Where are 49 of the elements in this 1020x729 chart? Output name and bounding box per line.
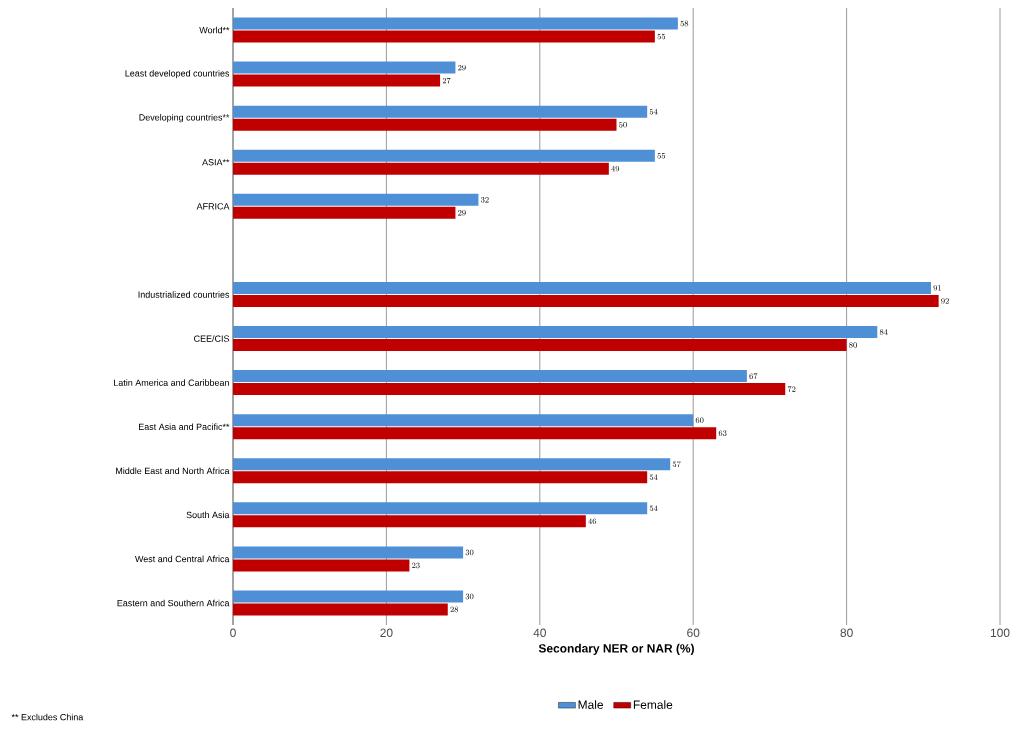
y-tick-label: AFRICA [196,203,230,210]
bar [233,370,747,383]
bar [233,559,410,572]
bar [233,281,931,294]
y-tick-label: ASIA** [202,159,230,166]
legend-label: Female [633,700,673,709]
y-tick-label: East Asia and Pacific** [139,423,230,430]
bar [233,149,655,162]
x-tick-label: 60 [687,628,700,637]
bar [233,105,648,118]
x-tick-label: 0 [230,628,236,637]
bar [233,61,456,74]
y-tick-label: CEE/CIS [194,335,230,342]
bar [233,193,479,206]
bar [233,546,464,559]
x-tick-label: 80 [840,628,853,637]
x-tick-label: 20 [380,628,393,637]
bar [233,590,464,603]
legend-label: Male [578,700,604,709]
bar [233,414,694,427]
bar [233,471,648,484]
y-tick-label: Developing countries** [139,114,230,123]
y-tick-label: South Asia [186,511,230,519]
bar [233,118,617,131]
bar [233,162,609,175]
bar [233,294,939,307]
y-tick-label: West and Central Africa [135,555,230,563]
bar [233,427,717,440]
y-tick-label: World** [199,26,230,34]
bar [233,339,847,352]
y-tick-label: Latin America and Caribbean [114,379,229,386]
y-tick-label: Eastern and Southern Africa [117,599,230,607]
x-tick-label: 100 [990,628,1010,637]
bar [233,515,586,528]
bar [233,17,678,30]
y-tick-label: Industrialized countries [138,291,230,298]
bar [233,458,671,471]
x-axis-title: Secondary NER or NAR (%) [538,643,694,655]
y-tick-label: Middle East and North Africa [116,467,230,475]
y-tick-label: Least developed countries [125,69,230,79]
text: ** Excludes China [11,713,84,721]
bar [233,383,786,396]
bar [233,74,441,87]
bar [233,30,655,43]
bar [233,502,648,515]
x-tick-label: 40 [533,628,546,637]
bar [233,603,448,616]
bar [233,326,878,339]
bar [233,206,456,219]
